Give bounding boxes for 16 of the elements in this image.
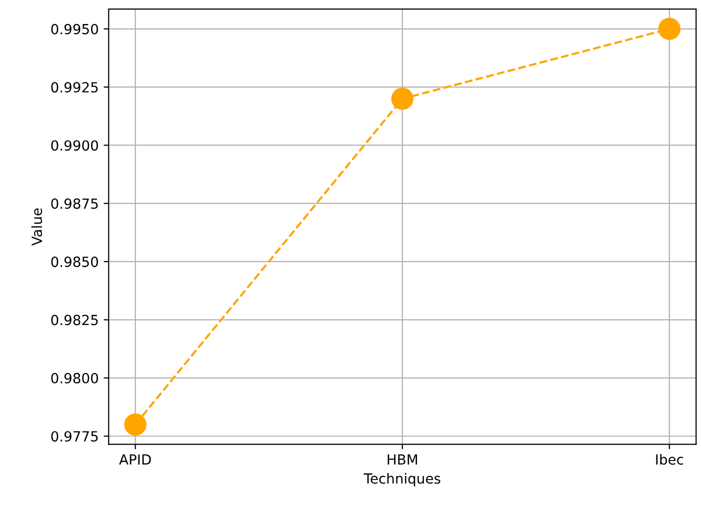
x-tick-label: HBM (388, 454, 417, 465)
y-axis-title: Value (31, 208, 42, 246)
point (124, 413, 146, 436)
y-tick-label: 0.9900 (51, 140, 98, 151)
y-tick-label: 0.9850 (51, 256, 98, 268)
x-tick-label: Ibec (656, 454, 684, 465)
y-tick-label: 0.9875 (51, 198, 98, 209)
y-tick-label: 0.9800 (51, 372, 98, 384)
x-tick-label: APID (119, 454, 151, 465)
y-tick-label: 0.9825 (51, 314, 98, 326)
x-axis-title: Techniques (364, 472, 440, 486)
point (391, 88, 414, 110)
y-tick-label: 0.9925 (51, 82, 98, 93)
y-tick-label: 0.9950 (51, 24, 98, 34)
y-tick-label: 0.9775 (51, 431, 98, 442)
point (658, 18, 681, 40)
